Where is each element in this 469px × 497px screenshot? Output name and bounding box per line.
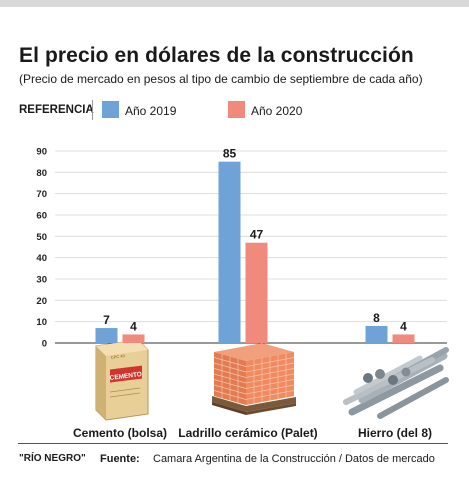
bar-2019-1 [218, 161, 241, 343]
cement-label-band [110, 365, 142, 383]
bar-2020-0 [122, 334, 145, 343]
data-label: 4 [400, 319, 407, 333]
category-label-hierro: Hierro (del 8) [357, 426, 433, 440]
cement-bag-text: CEMENTO [109, 371, 142, 382]
data-label: 8 [373, 311, 380, 325]
data-label: 47 [250, 228, 264, 242]
chart-subtitle: (Precio de mercado en pesos al tipo de c… [19, 72, 423, 86]
legend-label-2020: Año 2020 [251, 104, 303, 118]
chart-title: El precio en dólares de la construcción [19, 44, 414, 67]
y-tick-label: 50 [36, 232, 47, 243]
y-tick-label: 10 [36, 317, 47, 328]
legend-reference-label: REFERENCIA [19, 104, 94, 116]
y-tick-label: 80 [36, 168, 47, 179]
data-labels: 7 4 85 47 8 4 [103, 147, 407, 334]
legend-separator [92, 100, 93, 120]
y-tick-labels: 0 10 20 30 40 50 60 70 80 90 [36, 147, 47, 350]
bars [95, 161, 415, 343]
bar-2019-0 [95, 328, 118, 343]
brick-pallet-icon [212, 343, 296, 415]
cement-bag-icon: CEMENTO CPC 40 [95, 339, 149, 421]
y-tick-label: 70 [36, 189, 47, 200]
y-tick-label: 0 [42, 339, 47, 350]
bar-2020-2 [392, 334, 415, 343]
source-text: Camara Argentina de la Construcción / Da… [153, 453, 435, 465]
category-label-ladrillo: Ladrillo cerámico (Palet) [178, 426, 318, 440]
bottom-rule [18, 443, 448, 444]
publisher-credit: "RÍO NEGRO" [19, 453, 86, 464]
y-tick-label: 60 [36, 211, 47, 222]
top-bar [0, 0, 469, 7]
y-tick-label: 90 [36, 147, 47, 158]
data-label: 7 [103, 313, 110, 327]
source-label: Fuente: [100, 453, 140, 465]
data-label: 4 [130, 319, 137, 333]
legend-swatch-2020 [228, 101, 245, 118]
rebar-bundle-icon [343, 347, 449, 419]
y-tick-label: 40 [36, 253, 47, 264]
cement-bag-top-text: CPC 40 [111, 353, 126, 360]
legend-label-2019: Año 2019 [125, 104, 177, 118]
y-tick-label: 30 [36, 275, 47, 286]
bar-2019-2 [365, 325, 388, 343]
category-label-cemento: Cemento (bolsa) [72, 426, 168, 440]
bar-2020-1 [245, 242, 268, 343]
data-label: 85 [223, 147, 237, 161]
legend-swatch-2019 [102, 101, 119, 118]
y-tick-label: 20 [36, 296, 47, 307]
